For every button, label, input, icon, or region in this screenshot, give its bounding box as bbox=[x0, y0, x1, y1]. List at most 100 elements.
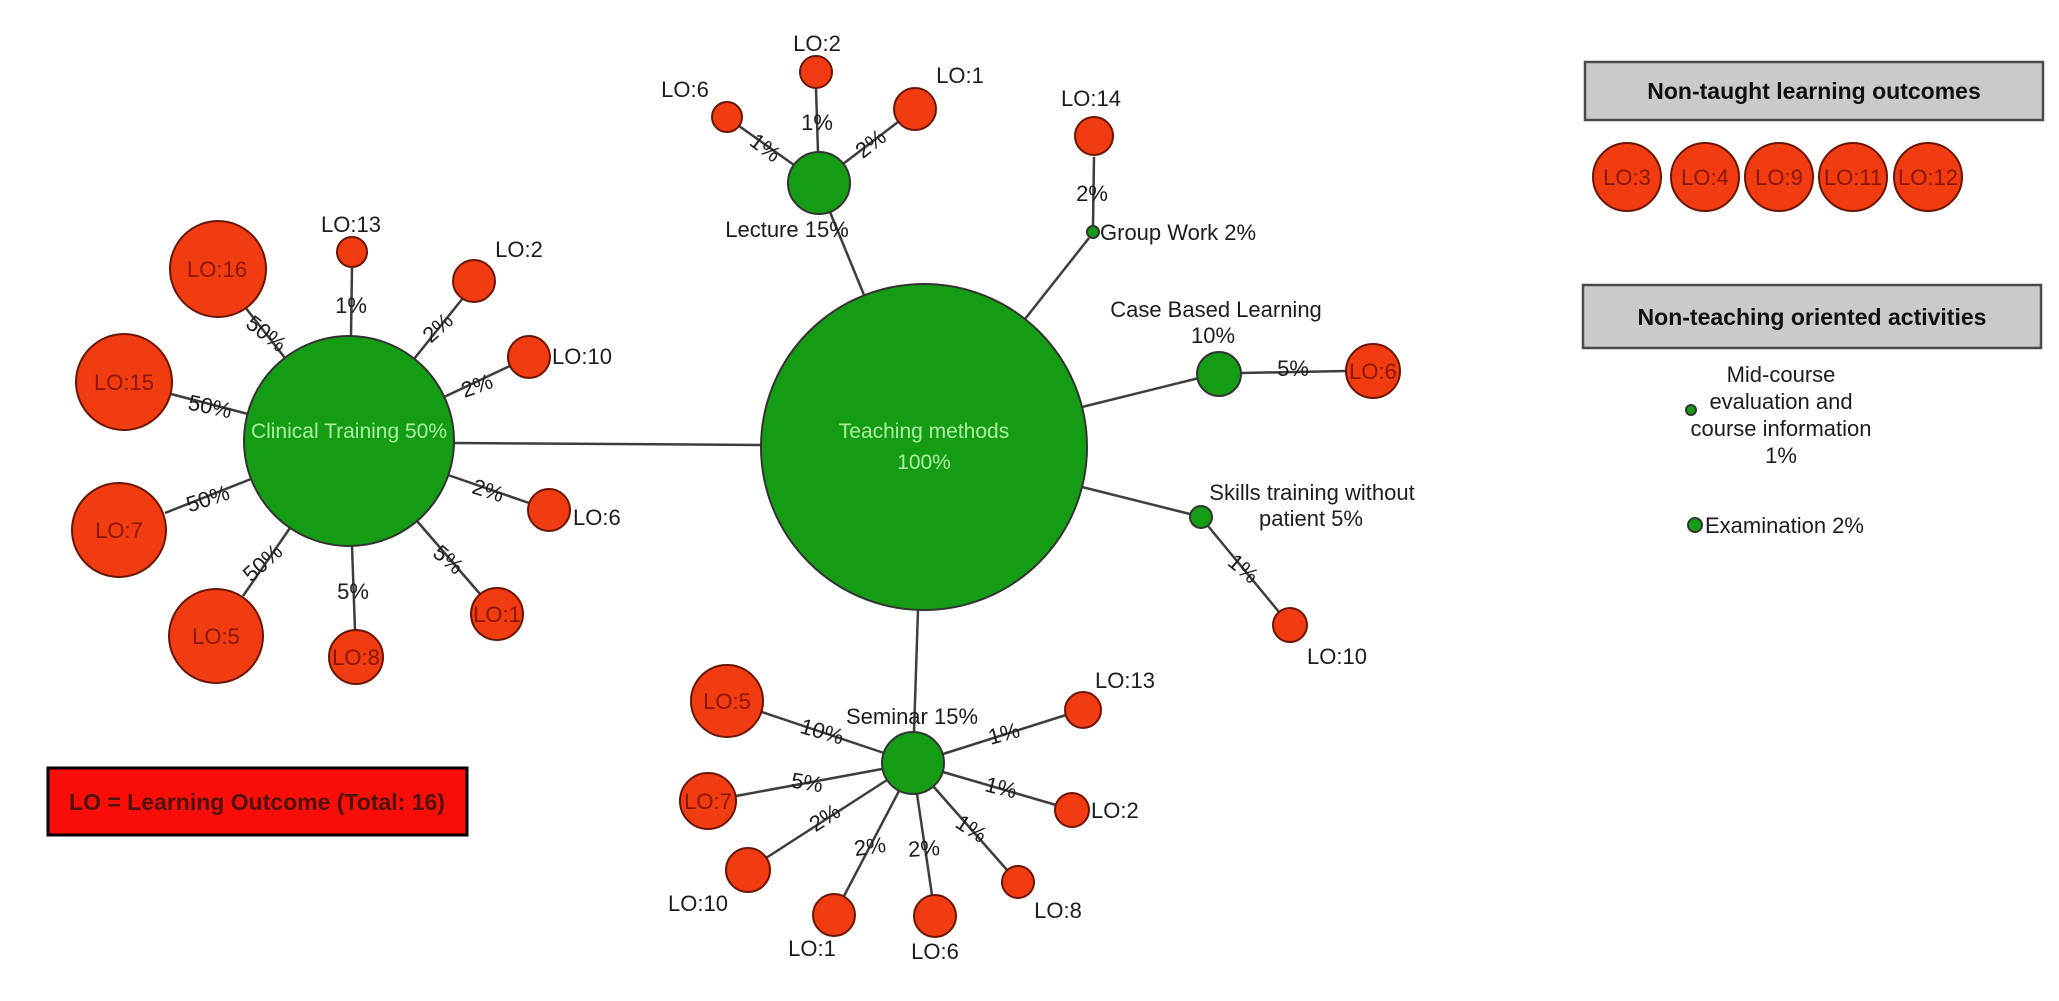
lo10-label: LO:10 bbox=[668, 891, 728, 916]
edge-seminar-lo2 bbox=[942, 770, 1057, 807]
edge-clinical-lo10 bbox=[443, 363, 513, 399]
edge-percent-label: 50% bbox=[241, 310, 291, 357]
edge-percent-label: 5% bbox=[337, 579, 369, 604]
teaching-methods-percent: 100% bbox=[897, 451, 951, 474]
group-work-cluster: Group Work 2% LO:14 2% bbox=[1061, 86, 1256, 245]
lo16-label: LO:16 bbox=[187, 257, 247, 282]
edge-percent-label: 2% bbox=[852, 832, 887, 861]
lo11-label: LO:11 bbox=[1824, 165, 1882, 190]
seminar-label: Seminar 15% bbox=[846, 704, 978, 729]
edge-lecture-lo6 bbox=[738, 124, 795, 167]
lo6-node bbox=[913, 894, 957, 938]
lo16-node bbox=[169, 220, 267, 318]
legend-text: LO = Learning Outcome (Total: 16) bbox=[69, 789, 445, 815]
edge-seminar-lo1 bbox=[842, 790, 901, 897]
edge-lecture-lo2 bbox=[814, 87, 820, 153]
seminar-edges bbox=[735, 710, 1067, 897]
teaching-methods-node bbox=[760, 283, 1088, 611]
non-teaching-header-box bbox=[1581, 283, 2043, 350]
edge-percent-label: 2% bbox=[1076, 181, 1108, 206]
examination-dot bbox=[1687, 517, 1703, 533]
seminar-node bbox=[881, 731, 945, 795]
edge-seminar-lo6 bbox=[915, 793, 934, 896]
lo13-node bbox=[336, 236, 368, 268]
lo5-node bbox=[690, 664, 764, 738]
clinical-training-node bbox=[243, 335, 455, 547]
lo2-label: LO:2 bbox=[1091, 798, 1139, 823]
case-based-label-line1: Case Based Learning bbox=[1110, 297, 1322, 322]
lo4-label: LO:4 bbox=[1681, 165, 1729, 190]
main-branch-edges bbox=[453, 211, 1200, 733]
edge-lecture-lo1 bbox=[842, 121, 899, 165]
edge-percent-label: 50% bbox=[183, 480, 233, 517]
edge-percent-label: 2% bbox=[850, 124, 890, 163]
edge-seminar-lo8 bbox=[932, 785, 1008, 871]
edge-skills-lo10 bbox=[1207, 525, 1280, 613]
lo6-node bbox=[527, 488, 571, 532]
edge-percent-label: 2% bbox=[907, 835, 940, 862]
mid-course-line4: 1% bbox=[1765, 443, 1797, 468]
seminar-cluster: Seminar 15% LO:5 10% LO:7 5% LO:10 2% LO… bbox=[668, 664, 1155, 964]
edge-clinical-lo6 bbox=[447, 473, 530, 505]
edge-central-groupwork bbox=[1024, 237, 1090, 320]
edge-central-lecture bbox=[828, 211, 866, 296]
non-teaching-title: Non-teaching oriented activities bbox=[1638, 304, 1987, 330]
edge-clinical-lo15 bbox=[170, 392, 249, 416]
clinical-training-label: Clinical Training 50% bbox=[251, 420, 447, 443]
edge-central-skills bbox=[1081, 485, 1191, 516]
lo8-node bbox=[1001, 865, 1035, 899]
lo9-label: LO:9 bbox=[1755, 165, 1803, 190]
mid-course-dot bbox=[1685, 404, 1697, 416]
edge-clinical-lo1 bbox=[416, 520, 481, 595]
edge-percent-label: 1% bbox=[801, 110, 833, 135]
lo2-node bbox=[799, 55, 833, 89]
non-taught-panel: Non-taught learning outcomes LO:3 LO:4 L… bbox=[1583, 60, 2045, 212]
lo8-label: LO:8 bbox=[1034, 898, 1082, 923]
lo13-label: LO:13 bbox=[1095, 668, 1155, 693]
lo2-label: LO:2 bbox=[495, 237, 543, 262]
edge-central-seminar bbox=[912, 609, 920, 733]
case-based-learning-cluster: Case Based Learning 10% LO:6 5% bbox=[1110, 297, 1401, 399]
lo10-label: LO:10 bbox=[552, 344, 612, 369]
lo15-node bbox=[75, 333, 173, 431]
central-node: Teaching methods 100% bbox=[760, 283, 1088, 611]
lo9-node bbox=[1744, 142, 1814, 212]
lo6-label: LO:6 bbox=[661, 77, 709, 102]
edge-seminar-lo10 bbox=[765, 778, 888, 860]
edge-clinical-lo8 bbox=[350, 545, 357, 631]
edge-clinical-lo13 bbox=[349, 266, 354, 337]
lo7-node bbox=[679, 772, 737, 830]
edge-seminar-lo5 bbox=[761, 710, 885, 755]
edge-groupwork-lo14 bbox=[1091, 156, 1096, 227]
lo1-node bbox=[470, 587, 524, 641]
lo3-node bbox=[1592, 142, 1662, 212]
lo4-node bbox=[1670, 142, 1740, 212]
lo1-node bbox=[812, 893, 856, 937]
clinical-training-cluster: Clinical Training 50% LO:16 50% LO:13 1%… bbox=[71, 212, 621, 685]
lo13-node bbox=[1064, 691, 1102, 729]
case-based-node bbox=[1196, 351, 1242, 397]
lo7-label: LO:7 bbox=[95, 518, 143, 543]
lo14-label: LO:14 bbox=[1061, 86, 1121, 111]
edge-central-casebased bbox=[1081, 376, 1200, 409]
lo13-label: LO:13 bbox=[321, 212, 381, 237]
lo12-node bbox=[1893, 142, 1963, 212]
edge-percent-label: 10% bbox=[798, 713, 847, 749]
lo6-label: LO:6 bbox=[911, 939, 959, 964]
edge-clinical-lo5 bbox=[241, 527, 292, 597]
lo5-label: LO:5 bbox=[703, 689, 751, 714]
edge-percent-label: 5% bbox=[789, 768, 824, 798]
edge-percent-label: 2% bbox=[469, 474, 507, 508]
edge-seminar-lo13 bbox=[942, 713, 1067, 756]
lo6-label: LO:6 bbox=[573, 505, 621, 530]
edge-casebased-lo6 bbox=[1240, 369, 1347, 375]
lo8-node bbox=[328, 629, 384, 685]
lo7-label: LO:7 bbox=[684, 789, 732, 814]
lo6-node bbox=[711, 101, 743, 133]
lo2-label: LO:2 bbox=[793, 31, 841, 56]
edge-clinical-lo7 bbox=[164, 477, 252, 515]
non-teaching-panel: Non-teaching oriented activities Mid-cou… bbox=[1581, 283, 2043, 538]
lo6-label: LO:6 bbox=[1349, 359, 1397, 384]
